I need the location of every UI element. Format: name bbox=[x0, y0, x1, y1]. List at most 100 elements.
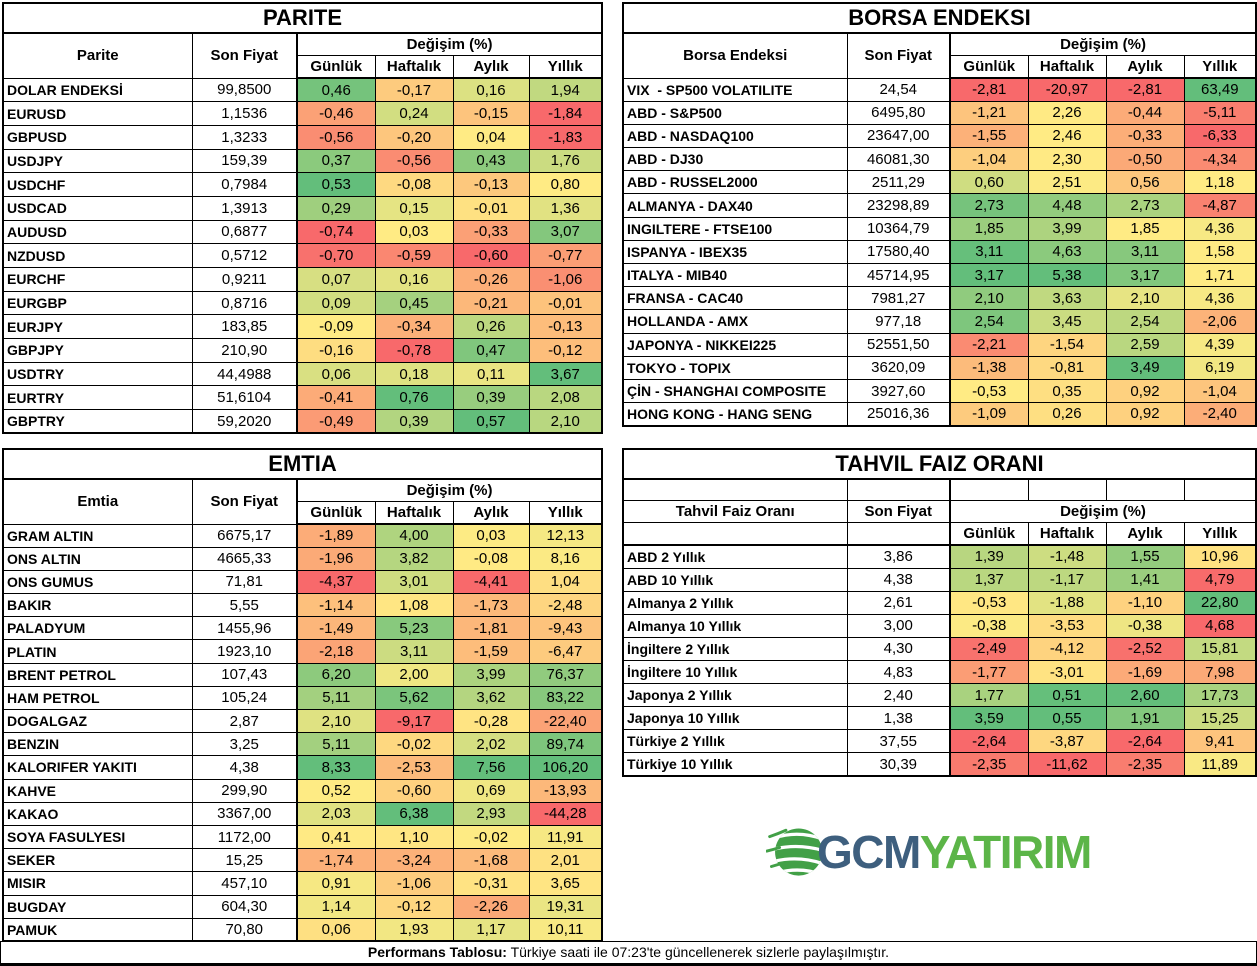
table-row: USDCAD 1,3913 0,29 0,15 -0,01 1,36 bbox=[2, 195, 603, 221]
footer-note: Performans Tablosu: Türkiye saati ile 07… bbox=[0, 941, 1257, 966]
row-price: 30,39 bbox=[846, 752, 951, 777]
table-row: GBPTRY 59,2020 -0,49 0,39 0,57 2,10 bbox=[2, 409, 603, 434]
row-change: 7,98 bbox=[1183, 659, 1257, 685]
row-label: TOKYO - TOPIX bbox=[622, 355, 848, 380]
row-price: 0,8716 bbox=[191, 290, 298, 316]
row-change: 2,59 bbox=[1105, 332, 1185, 357]
table-row: USDJPY 159,39 0,37 -0,56 0,43 1,76 bbox=[2, 148, 603, 174]
period-header-weekly: Haftalık bbox=[1027, 55, 1107, 79]
row-change: 6,38 bbox=[374, 801, 454, 826]
row-price: 52551,50 bbox=[846, 332, 951, 357]
table-row: ALMANYA - DAX40 23298,89 2,73 4,48 2,73 -4,87 bbox=[622, 193, 1257, 218]
table-row: SEKER 15,25 -1,74 -3,24 -1,68 2,01 bbox=[2, 848, 603, 873]
period-header-daily: Günlük bbox=[949, 522, 1029, 546]
row-change: 0,47 bbox=[452, 338, 530, 363]
row-price: 1,1536 bbox=[191, 101, 298, 126]
row-change: 63,49 bbox=[1183, 77, 1257, 102]
row-change: 0,03 bbox=[374, 219, 454, 245]
row-change: 1,37 bbox=[949, 567, 1029, 592]
table-row: EURCHF 0,9211 0,07 0,16 -0,26 -1,06 bbox=[2, 267, 603, 292]
emtia-table: EMTIA Emtia Son Fiyat Değişim (%) Günlük… bbox=[2, 448, 604, 943]
table-row: BENZIN 3,25 5,11 -0,02 2,02 89,74 bbox=[2, 732, 603, 757]
gcm-yatirim-logo: GCM YATIRIM bbox=[766, 823, 1092, 881]
change-header: Değişim (%) bbox=[948, 32, 1257, 56]
row-price: 3927,60 bbox=[846, 378, 951, 404]
row-price: 44,4988 bbox=[191, 361, 298, 387]
row-change: 4,68 bbox=[1183, 613, 1257, 638]
price-header: Son Fiyat bbox=[846, 500, 951, 523]
row-change: 2,03 bbox=[296, 801, 376, 826]
row-change: 1,58 bbox=[1183, 239, 1257, 265]
row-label: JAPONYA - NIKKEI225 bbox=[622, 332, 848, 357]
row-change: 0,60 bbox=[949, 170, 1029, 195]
row-price: 4,38 bbox=[191, 755, 298, 780]
row-label: EURGBP bbox=[2, 290, 193, 316]
table-row: DOGALGAZ 2,87 2,10 -9,17 -0,28 -22,40 bbox=[2, 708, 603, 734]
row-change: 11,91 bbox=[528, 824, 603, 850]
row-change: 1,77 bbox=[949, 683, 1029, 708]
row-change: 11,89 bbox=[1183, 752, 1257, 777]
row-label: PAMUK bbox=[2, 917, 193, 942]
row-change: -0,26 bbox=[452, 267, 530, 292]
row-label: VIX - SP500 VOLATILITE bbox=[622, 77, 848, 102]
row-change: -0,74 bbox=[296, 219, 376, 245]
table-row: VIX - SP500 VOLATILITE 24,54 -2,81 -20,97 -2… bbox=[622, 77, 1257, 102]
table-row: EURJPY 183,85 -0,09 -0,34 0,26 -0,13 bbox=[2, 314, 603, 340]
row-change: -0,56 bbox=[296, 124, 376, 150]
row-change: 0,39 bbox=[374, 409, 454, 434]
row-change: 4,36 bbox=[1183, 216, 1257, 241]
row-change: -0,16 bbox=[296, 338, 376, 363]
row-price: 2,87 bbox=[191, 708, 298, 734]
row-change: -2,06 bbox=[1183, 309, 1257, 334]
row-change: 2,10 bbox=[949, 286, 1029, 311]
row-price: 3,00 bbox=[846, 613, 951, 638]
row-change: 3,99 bbox=[452, 662, 530, 687]
logo-yatirim-text: YATIRIM bbox=[919, 826, 1092, 878]
row-change: 1,71 bbox=[1183, 262, 1257, 288]
row-change: 6,19 bbox=[1183, 355, 1257, 380]
table-row: USDCHF 0,7984 0,53 -0,08 -0,13 0,80 bbox=[2, 172, 603, 197]
row-change: 1,76 bbox=[528, 148, 603, 174]
row-price: 6495,80 bbox=[846, 100, 951, 125]
table-row: ITALYA - MIB40 45714,95 3,17 5,38 3,17 1,71 bbox=[622, 262, 1257, 288]
row-change: -0,60 bbox=[374, 778, 454, 803]
row-label: ABD - RUSSEL2000 bbox=[622, 170, 848, 195]
row-change: 0,09 bbox=[296, 290, 376, 316]
row-change: -0,50 bbox=[1105, 147, 1185, 172]
row-label: MISIR bbox=[2, 871, 193, 896]
row-change: 1,39 bbox=[949, 544, 1029, 569]
row-change: -1,49 bbox=[296, 616, 376, 641]
row-change: -1,77 bbox=[949, 659, 1029, 685]
row-price: 3620,09 bbox=[846, 355, 951, 380]
row-change: 3,01 bbox=[374, 569, 454, 595]
table-row: FRANSA - CAC40 7981,27 2,10 3,63 2,10 4,36 bbox=[622, 286, 1257, 311]
row-change: 1,17 bbox=[452, 917, 530, 942]
row-change: 10,11 bbox=[528, 917, 603, 942]
row-price: 4,38 bbox=[846, 567, 951, 592]
row-change: 0,55 bbox=[1027, 706, 1107, 731]
row-label: ABD - S&P500 bbox=[622, 100, 848, 125]
row-change: 15,25 bbox=[1183, 706, 1257, 731]
row-change: -0,34 bbox=[374, 314, 454, 340]
row-change: 2,01 bbox=[528, 848, 603, 873]
table-row: KAKAO 3367,00 2,03 6,38 2,93 -44,28 bbox=[2, 801, 603, 826]
row-change: 0,80 bbox=[528, 172, 603, 197]
row-change: 0,43 bbox=[452, 148, 530, 174]
row-change: -1,17 bbox=[1027, 567, 1107, 592]
row-change: -0,33 bbox=[1105, 123, 1185, 149]
row-change: 0,16 bbox=[452, 77, 530, 103]
table-row: EURUSD 1,1536 -0,46 0,24 -0,15 -1,84 bbox=[2, 101, 603, 126]
row-change: -4,37 bbox=[296, 569, 376, 595]
row-change: -4,87 bbox=[1183, 193, 1257, 218]
row-change: -1,84 bbox=[528, 101, 603, 126]
row-change: -0,44 bbox=[1105, 100, 1185, 125]
row-change: 0,45 bbox=[374, 290, 454, 316]
row-label: EURJPY bbox=[2, 314, 193, 340]
table-row: Almanya 2 Yıllık 2,61 -0,53 -1,88 -1,10 22,80 bbox=[622, 590, 1257, 615]
row-change: -0,13 bbox=[528, 314, 603, 340]
row-change: -5,11 bbox=[1183, 100, 1257, 125]
row-change: 10,96 bbox=[1183, 544, 1257, 569]
row-price: 2,40 bbox=[846, 683, 951, 708]
emtia-label-header: Emtia bbox=[2, 478, 193, 525]
